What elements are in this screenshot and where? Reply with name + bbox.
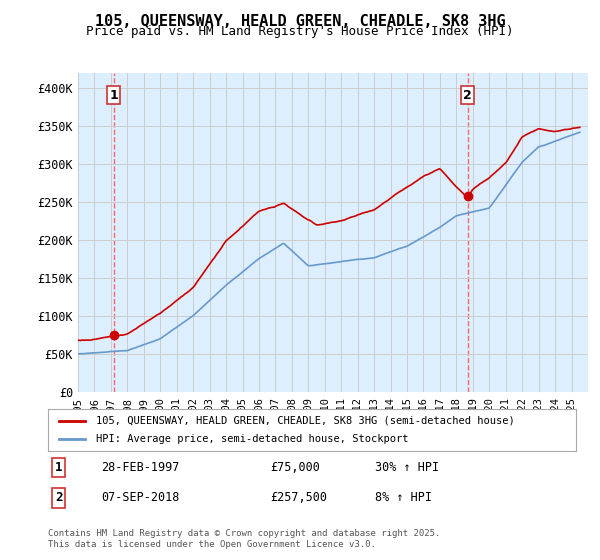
Text: £75,000: £75,000 — [270, 461, 320, 474]
Text: HPI: Average price, semi-detached house, Stockport: HPI: Average price, semi-detached house,… — [95, 434, 408, 444]
Text: 28-FEB-1997: 28-FEB-1997 — [101, 461, 179, 474]
Text: £257,500: £257,500 — [270, 492, 327, 505]
Text: 105, QUEENSWAY, HEALD GREEN, CHEADLE, SK8 3HG: 105, QUEENSWAY, HEALD GREEN, CHEADLE, SK… — [95, 14, 505, 29]
Text: 1: 1 — [109, 88, 118, 102]
Text: 8% ↑ HPI: 8% ↑ HPI — [376, 492, 433, 505]
Text: 105, QUEENSWAY, HEALD GREEN, CHEADLE, SK8 3HG (semi-detached house): 105, QUEENSWAY, HEALD GREEN, CHEADLE, SK… — [95, 416, 514, 426]
Text: 07-SEP-2018: 07-SEP-2018 — [101, 492, 179, 505]
Text: Contains HM Land Registry data © Crown copyright and database right 2025.
This d: Contains HM Land Registry data © Crown c… — [48, 529, 440, 549]
Text: 2: 2 — [55, 492, 62, 505]
Text: Price paid vs. HM Land Registry's House Price Index (HPI): Price paid vs. HM Land Registry's House … — [86, 25, 514, 38]
Text: 2: 2 — [463, 88, 472, 102]
Text: 1: 1 — [55, 461, 62, 474]
Text: 30% ↑ HPI: 30% ↑ HPI — [376, 461, 439, 474]
